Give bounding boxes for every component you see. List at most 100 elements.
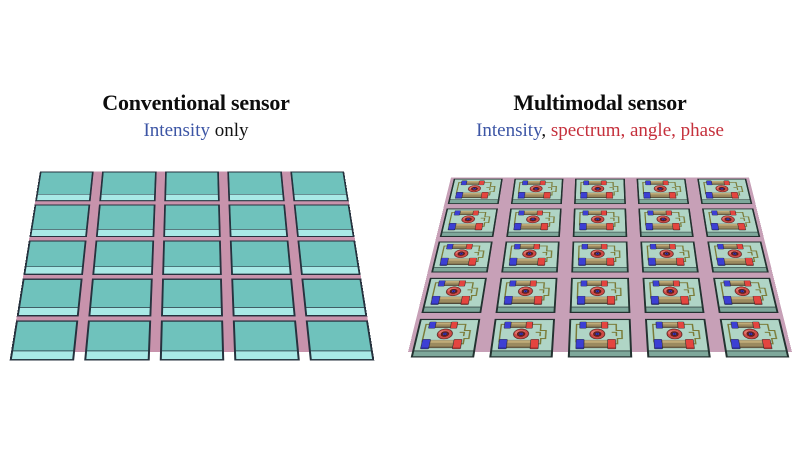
multimodal-sensor-array	[408, 177, 792, 358]
tile-front-face	[159, 350, 225, 361]
tile-front-face	[506, 231, 561, 237]
tile-front-face	[292, 194, 349, 202]
tile-front-face	[234, 350, 300, 361]
tile-front-face	[643, 306, 705, 313]
sensor-pixel-tile	[164, 171, 220, 202]
sensor-pixel-tile	[163, 204, 221, 237]
tile-front-face	[410, 350, 476, 358]
microring-detector	[468, 185, 481, 192]
tile-front-face	[308, 350, 375, 361]
bottom-electrode-bar	[455, 192, 488, 198]
pixel-device-graphic	[434, 242, 491, 267]
sensor-pixel-tile	[232, 320, 300, 361]
subtitle-segment: spectrum	[550, 120, 621, 141]
sensor-pixel-tile	[231, 278, 296, 317]
bottom-electrode-bar	[650, 296, 688, 305]
sensor-pixel-tile	[161, 240, 222, 276]
microring-detector	[530, 185, 543, 192]
subtitle-segment: ,	[620, 120, 630, 141]
microring-detector	[518, 287, 533, 296]
microring-detector	[513, 329, 529, 339]
top-electrode-bar	[582, 244, 607, 249]
tile-front-face	[163, 228, 221, 237]
sensor-pixel-tile	[293, 204, 355, 237]
pixel-device-graphic	[443, 209, 497, 231]
multimodal-pixel-tile	[707, 241, 769, 273]
tile-front-face	[229, 228, 288, 237]
subtitle-segment: Intensity	[476, 120, 542, 141]
microring-detector	[592, 185, 604, 192]
tile-front-face	[639, 231, 694, 237]
bottom-electrode-bar	[723, 296, 762, 305]
bottom-electrode-bar	[421, 339, 463, 349]
tile-front-face	[705, 231, 761, 237]
microring-detector	[721, 216, 735, 223]
sensor-pixel-tile	[99, 171, 157, 202]
tile-front-face	[88, 306, 152, 317]
tile-front-face	[646, 350, 711, 358]
tile-front-face	[573, 231, 627, 237]
sensor-pixel-tile	[289, 171, 349, 202]
tile-front-face	[230, 266, 292, 276]
multimodal-pixel-tile	[719, 318, 790, 358]
top-electrode-bar	[461, 181, 485, 185]
microring-detector	[734, 287, 750, 296]
subtitle-segment: Intensity	[143, 120, 210, 141]
multimodal-pixel-tile	[506, 208, 562, 237]
sensor-pixel-tile	[228, 204, 288, 237]
multimodal-sensor-panel: Multimodal sensor Intensity, spectrum, a…	[400, 90, 800, 142]
pixel-device-graphic	[709, 242, 766, 267]
bottom-electrode-bar	[440, 258, 477, 266]
tile-front-face	[510, 199, 563, 205]
tile-front-face	[641, 267, 699, 273]
multimodal-subtitle: Intensity, spectrum, angle, phase	[400, 120, 800, 142]
pixel-device-graphic	[570, 320, 629, 351]
tile-front-face	[96, 228, 155, 237]
top-electrode-bar	[504, 322, 533, 328]
top-electrode-bar	[454, 211, 479, 216]
bottom-electrode-bar	[514, 223, 548, 230]
pixel-device-graphic	[722, 320, 786, 351]
sensor-pixel-tile	[227, 171, 285, 202]
multimodal-pixel-tile	[489, 318, 556, 358]
tile-front-face	[637, 199, 690, 205]
top-electrode-bar	[650, 244, 676, 249]
tile-front-face	[574, 199, 626, 205]
multimodal-pixel-tile	[569, 277, 631, 313]
tile-front-face	[569, 306, 631, 313]
multimodal-title: Multimodal sensor	[513, 90, 687, 115]
conventional-sensor-array	[9, 171, 375, 361]
multimodal-pixel-tile	[510, 178, 564, 205]
bottom-electrode-bar	[648, 258, 684, 266]
sensor-pixel-tile	[16, 278, 83, 317]
top-electrode-bar	[731, 322, 760, 328]
multimodal-pixel-tile	[501, 241, 560, 273]
bottom-electrode-bar	[498, 339, 539, 349]
microring-detector	[592, 216, 605, 223]
multimodal-pixel-tile	[701, 208, 761, 237]
bottom-electrode-bar	[717, 258, 754, 266]
multimodal-pixel-tile	[712, 277, 779, 313]
microring-detector	[727, 250, 742, 258]
multimodal-pixel-tile	[447, 178, 503, 205]
top-electrode-bar	[655, 322, 684, 328]
tile-front-face	[501, 267, 559, 273]
tile-front-face	[421, 306, 483, 313]
multimodal-pixel-tile	[636, 178, 690, 205]
microring-detector	[666, 329, 682, 339]
multimodal-pixel-tile	[439, 208, 499, 237]
microring-detector	[454, 250, 469, 258]
bottom-electrode-bar	[730, 339, 772, 349]
sensor-pixel-tile	[23, 240, 87, 276]
top-electrode-bar	[584, 181, 607, 185]
pixel-device-graphic	[450, 180, 501, 200]
microring-detector	[591, 250, 604, 258]
tile-front-face	[299, 266, 361, 276]
tile-front-face	[161, 266, 222, 276]
tile-front-face	[228, 194, 285, 202]
tile-front-face	[84, 350, 150, 361]
multimodal-pixel-tile	[697, 178, 753, 205]
sensor-pixel-tile	[297, 240, 361, 276]
multimodal-pixel-tile	[431, 241, 493, 273]
sensor-pixel-tile	[160, 278, 224, 317]
